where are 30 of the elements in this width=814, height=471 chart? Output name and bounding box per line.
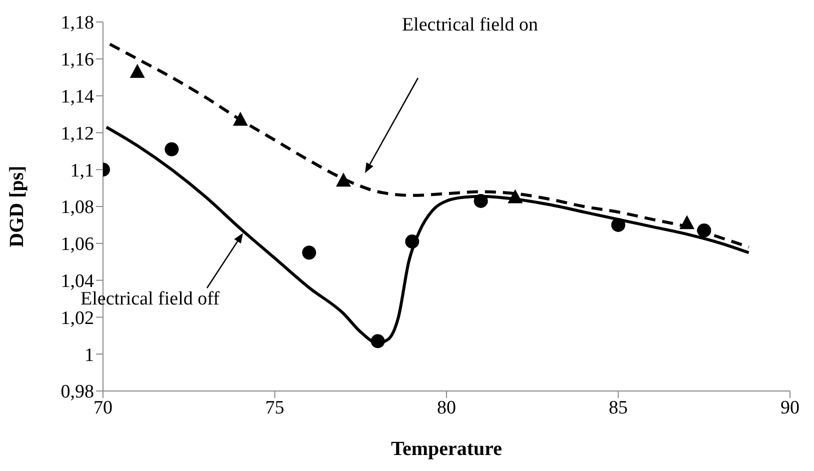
- x-tick-label: 70: [94, 397, 112, 418]
- point: [697, 223, 712, 238]
- point: [679, 215, 694, 230]
- x-tick-label: 90: [780, 397, 800, 418]
- y-tick-label: 1,12: [60, 123, 94, 144]
- point: [336, 172, 351, 187]
- x-axis-title: Temperature: [390, 438, 502, 460]
- x-tick-label: 75: [265, 397, 284, 418]
- y-tick-label: 1: [84, 344, 94, 366]
- x-tick-label: 85: [608, 397, 628, 418]
- annotation: Electrical field on: [402, 14, 539, 36]
- point: [474, 194, 488, 208]
- point: [405, 234, 420, 249]
- y-axis-title: DGD [ps]: [6, 166, 28, 248]
- y-tick-label: 1,16: [60, 50, 94, 71]
- y-tick-label: 1,02: [60, 308, 94, 329]
- point: [164, 142, 179, 156]
- point: [611, 218, 626, 232]
- point: [508, 189, 523, 204]
- x-tick-label: 80: [437, 397, 456, 418]
- y-tick-label: 1,06: [60, 234, 94, 256]
- y-tick-label: 0,98: [60, 382, 94, 403]
- point: [130, 64, 145, 78]
- point: [232, 112, 248, 126]
- y-tick-label: 1,14: [60, 86, 94, 108]
- point: [370, 334, 385, 348]
- point: [302, 246, 316, 260]
- y-tick-label: 1,08: [60, 197, 94, 218]
- y-tick-label: 1,18: [60, 12, 94, 34]
- y-tick-label: 1,1: [70, 160, 94, 182]
